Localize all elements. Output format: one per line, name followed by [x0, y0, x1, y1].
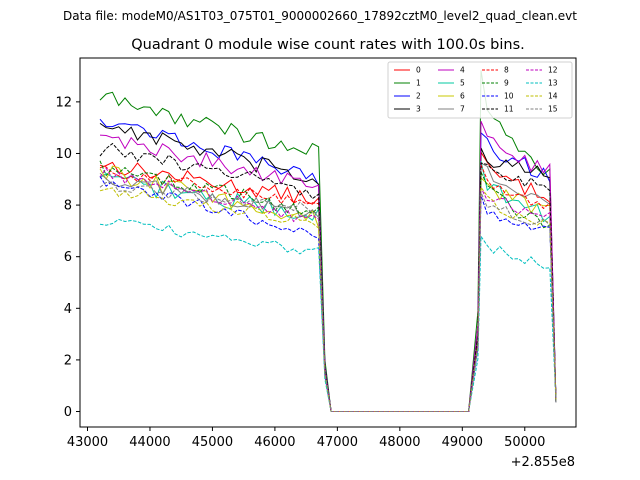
series-line-15	[99, 181, 557, 412]
x-tick-label: 45000	[192, 435, 233, 450]
series-line-6	[99, 165, 557, 412]
chart-title: Quadrant 0 module wise count rates with …	[131, 37, 525, 53]
series-line-1	[99, 70, 557, 412]
y-tick-label: 0	[64, 405, 72, 420]
y-tick-label: 12	[55, 95, 72, 110]
axes-frame	[79, 57, 577, 428]
y-tick-label: 6	[64, 250, 72, 265]
legend-label-14: 14	[548, 92, 558, 101]
legend-label-10: 10	[504, 92, 514, 101]
y-axis: 0 2 4 6 8 10 12	[55, 95, 80, 420]
y-tick-label: 2	[64, 353, 72, 368]
series-lines	[99, 70, 557, 412]
legend-label-5: 5	[460, 79, 465, 88]
series-line-10	[99, 176, 557, 412]
legend-label-13: 13	[548, 79, 558, 88]
series-line-8	[99, 164, 557, 412]
x-tick-label: 49000	[442, 435, 483, 450]
chart-suptitle: Data file: modeM0/AS1T03_075T01_90000026…	[63, 9, 577, 23]
x-tick-label: 44000	[129, 435, 170, 450]
x-offset-label: +2.855e8	[511, 455, 575, 470]
legend-label-2: 2	[416, 92, 421, 101]
y-tick-label: 8	[64, 199, 72, 214]
series-line-0	[99, 150, 557, 412]
y-tick-label: 10	[55, 147, 72, 162]
x-tick-label: 50000	[504, 435, 545, 450]
legend-label-9: 9	[504, 79, 509, 88]
legend-label-0: 0	[416, 66, 421, 75]
x-tick-label: 46000	[254, 435, 295, 450]
x-axis: 43000 44000 45000 46000 47000 48000 49000 50000	[67, 427, 545, 450]
series-line-4	[99, 121, 557, 412]
legend-box	[387, 61, 573, 119]
series-line-5	[99, 160, 557, 412]
y-tick-label: 4	[64, 302, 72, 317]
legend-label-8: 8	[504, 66, 509, 75]
series-line-9	[99, 160, 557, 412]
legend-label-3: 3	[416, 105, 421, 114]
legend-label-7: 7	[460, 105, 465, 114]
legend-label-4: 4	[460, 66, 465, 75]
legend-label-11: 11	[504, 105, 514, 114]
legend-label-15: 15	[548, 105, 558, 114]
legend-label-12: 12	[548, 66, 558, 75]
legend-label-6: 6	[460, 92, 465, 101]
x-tick-label: 43000	[67, 435, 108, 450]
x-tick-label: 47000	[317, 435, 358, 450]
x-tick-label: 48000	[379, 435, 420, 450]
series-line-14	[99, 185, 557, 412]
legend-label-1: 1	[416, 79, 421, 88]
